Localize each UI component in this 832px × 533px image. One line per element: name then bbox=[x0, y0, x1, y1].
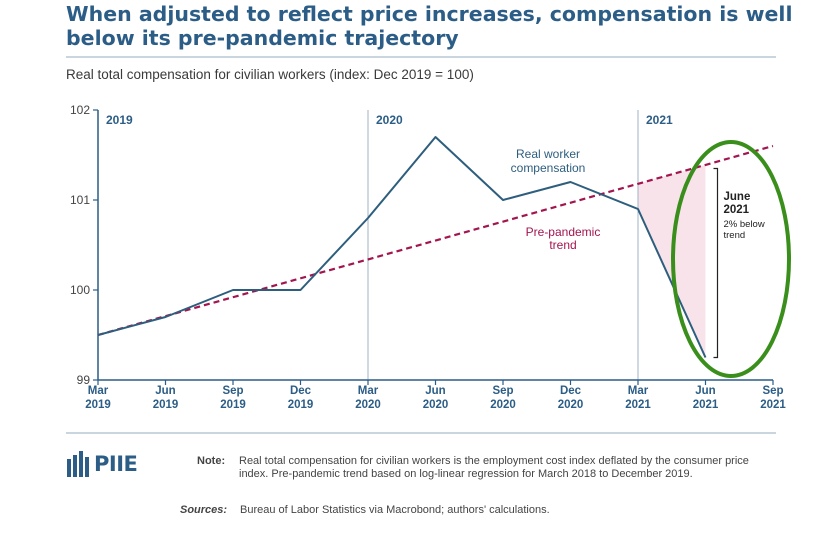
trend-series-label: trend bbox=[549, 238, 576, 252]
x-tick-month: Sep bbox=[492, 385, 513, 397]
x-tick-month: Dec bbox=[560, 385, 582, 397]
x-tick-month: Sep bbox=[222, 385, 243, 397]
x-tick-year: 2021 bbox=[693, 399, 719, 411]
chart-subtitle: Real total compensation for civilian wor… bbox=[66, 67, 474, 82]
x-tick-year: 2019 bbox=[85, 399, 111, 411]
sources-label: Sources: bbox=[180, 504, 228, 516]
sources-text: Bureau of Labor Statistics via Macrobond… bbox=[240, 504, 550, 516]
annotation-date: 2021 bbox=[724, 204, 750, 216]
x-tick-month: Dec bbox=[290, 385, 312, 397]
x-tick-year: 2019 bbox=[220, 399, 246, 411]
x-tick-year: 2020 bbox=[490, 399, 516, 411]
annotation-detail: trend bbox=[724, 230, 746, 241]
x-tick-month: Mar bbox=[628, 385, 649, 397]
title-divider bbox=[66, 56, 776, 58]
x-tick-month: Sep bbox=[762, 385, 783, 397]
y-tick-label: 99 bbox=[77, 373, 91, 387]
y-tick-label: 101 bbox=[70, 193, 90, 207]
logo-text: PIIE bbox=[94, 452, 138, 476]
x-tick-month: Jun bbox=[695, 385, 715, 397]
compensation-series-label: compensation bbox=[511, 161, 586, 175]
note-label: Note: bbox=[197, 455, 226, 467]
annotation-date: June bbox=[724, 191, 751, 203]
y-tick-label: 100 bbox=[70, 283, 90, 297]
x-tick-year: 2020 bbox=[355, 399, 381, 411]
trend-series-line bbox=[97, 144, 774, 337]
x-tick-year: 2020 bbox=[558, 399, 584, 411]
trend-series-label: Pre-pandemic bbox=[526, 225, 601, 239]
chart-title: When adjusted to reflect price increases… bbox=[66, 2, 793, 50]
x-tick-month: Jun bbox=[155, 385, 175, 397]
annotation-detail: 2% below bbox=[724, 219, 765, 230]
compensation-series-label: Real worker bbox=[516, 147, 580, 161]
x-tick-year: 2020 bbox=[423, 399, 449, 411]
x-tick-year: 2019 bbox=[288, 399, 314, 411]
piie-logo: PIIE bbox=[66, 449, 150, 481]
x-tick-year: 2021 bbox=[760, 399, 786, 411]
y-tick-label: 102 bbox=[70, 103, 90, 117]
compensation-series-line bbox=[97, 136, 707, 358]
year-label: 2021 bbox=[646, 113, 673, 127]
note-text: Real total compensation for civilian wor… bbox=[239, 455, 749, 480]
footer-divider bbox=[66, 432, 776, 434]
x-tick-month: Jun bbox=[425, 385, 445, 397]
x-tick-year: 2021 bbox=[625, 399, 651, 411]
building-icon bbox=[67, 451, 89, 477]
line-chart: 2019 2020 2021 99 100 101 102 Mar 2019 Jun 2019 Sep… bbox=[70, 103, 791, 411]
x-tick-month: Mar bbox=[88, 385, 109, 397]
year-label: 2020 bbox=[376, 113, 403, 127]
highlight-circle bbox=[671, 140, 791, 378]
x-tick-year: 2019 bbox=[153, 399, 179, 411]
gap-bracket bbox=[713, 167, 719, 359]
x-tick-month: Mar bbox=[358, 385, 379, 397]
year-label: 2019 bbox=[106, 113, 133, 127]
